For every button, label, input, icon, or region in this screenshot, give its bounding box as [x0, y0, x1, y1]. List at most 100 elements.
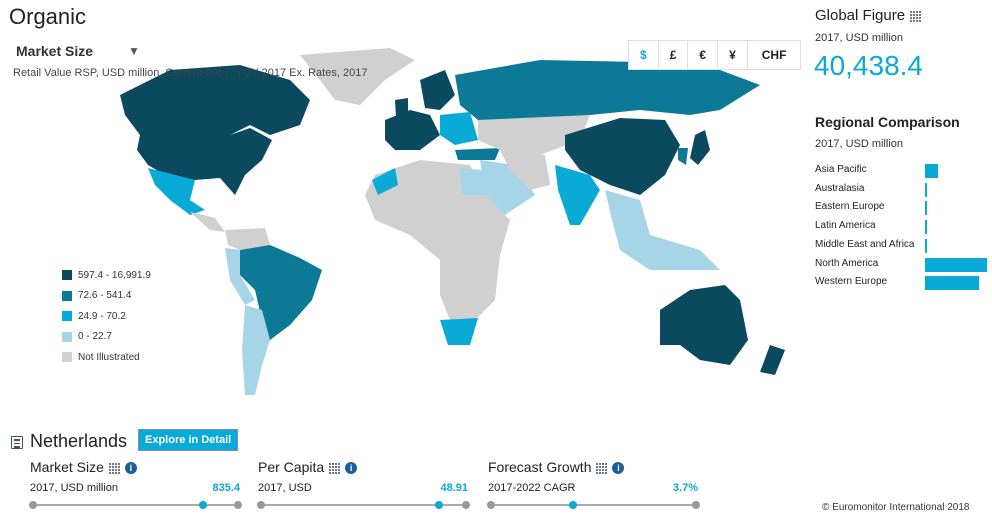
- metric-value: 3.7%: [672, 482, 698, 494]
- metric-unit: 2017-2022 CAGR: [488, 482, 576, 494]
- regional-row[interactable]: Western Europe: [815, 276, 990, 291]
- map-region-india[interactable]: [555, 165, 600, 225]
- map-region-new-zealand[interactable]: [760, 345, 785, 375]
- map-region-morocco[interactable]: [372, 168, 398, 195]
- map-region-central-asia[interactable]: [478, 115, 590, 155]
- map-region-canada[interactable]: [120, 65, 310, 135]
- map-region-iran[interactable]: [500, 150, 550, 190]
- legend-label: 24.9 - 70.2: [78, 310, 126, 322]
- regional-bar[interactable]: [925, 201, 927, 216]
- metric-title: Forecast Growth: [488, 459, 592, 475]
- map-region-australia[interactable]: [660, 285, 748, 365]
- map-region-korea[interactable]: [678, 148, 688, 165]
- map-region-china[interactable]: [565, 118, 680, 195]
- regional-label: Australasia: [815, 182, 865, 194]
- table-grid-icon[interactable]: [596, 461, 609, 474]
- map-region-greenland[interactable]: [300, 48, 415, 105]
- page-title: Organic: [9, 4, 87, 29]
- slider-current-marker: [569, 501, 577, 509]
- info-icon[interactable]: i: [124, 461, 137, 474]
- metric-slider: [257, 501, 470, 509]
- map-region-middle-east[interactable]: [480, 160, 535, 215]
- table-grid-icon[interactable]: [910, 10, 923, 23]
- currency-gbp-button[interactable]: £: [659, 41, 689, 69]
- regional-row[interactable]: North America: [815, 257, 990, 272]
- regional-row[interactable]: Middle East and Africa: [815, 238, 990, 253]
- slider-end-marker: [257, 501, 265, 509]
- currency-eur-button[interactable]: €: [688, 41, 719, 69]
- map-region-mexico[interactable]: [148, 168, 205, 215]
- slider-end-marker: [487, 501, 495, 509]
- legend-label: 0 - 22.7: [78, 331, 112, 343]
- legend-swatch: [62, 311, 72, 322]
- regional-bar[interactable]: [925, 164, 938, 178]
- world-map[interactable]: [0, 40, 800, 420]
- map-region-southern-africa[interactable]: [440, 255, 500, 320]
- slider-end-marker: [692, 501, 700, 509]
- map-region-turkey[interactable]: [455, 148, 500, 160]
- currency-jpy-button[interactable]: ¥: [718, 41, 748, 69]
- regional-label: North America: [815, 257, 879, 269]
- map-region-eastern-europe[interactable]: [440, 112, 478, 145]
- legend-item: 72.6 - 541.4: [62, 286, 151, 307]
- map-region-argentina-chile[interactable]: [242, 305, 270, 395]
- legend-item: 597.4 - 16,991.9: [62, 265, 151, 286]
- regional-comparison-unit: 2017, USD million: [815, 138, 904, 150]
- map-region-peru[interactable]: [225, 248, 255, 305]
- currency-usd-button[interactable]: $: [629, 41, 659, 69]
- regional-bar[interactable]: [925, 182, 927, 197]
- metric-title: Market Size: [30, 459, 104, 475]
- map-region-central-america[interactable]: [190, 212, 225, 232]
- selected-country: Netherlands: [30, 431, 128, 451]
- regional-bar[interactable]: [925, 257, 987, 272]
- regional-label: Asia Pacific: [815, 164, 867, 175]
- regional-bar[interactable]: [925, 276, 979, 291]
- currency-chf-button[interactable]: CHF: [761, 48, 787, 62]
- regional-row[interactable]: Asia Pacific: [815, 164, 990, 178]
- regional-bar[interactable]: [925, 220, 927, 235]
- regional-comparison-title: Regional Comparison: [815, 114, 960, 130]
- map-region-russia[interactable]: [455, 60, 760, 120]
- table-grid-icon[interactable]: [329, 461, 342, 474]
- global-figure-label: Global Figure: [815, 7, 906, 24]
- metric-per-capita: Per Capita i 2017, USD 48.91: [257, 459, 470, 509]
- map-region-south-africa[interactable]: [440, 318, 478, 345]
- copyright: © Euromonitor International 2018: [822, 502, 970, 513]
- legend-label: 597.4 - 16,991.9: [78, 269, 151, 281]
- regional-bar[interactable]: [925, 238, 927, 253]
- regional-row[interactable]: Eastern Europe: [815, 201, 990, 216]
- map-region-usa[interactable]: [137, 128, 272, 195]
- slider-current-marker: [199, 501, 208, 509]
- map-region-uk[interactable]: [395, 98, 408, 118]
- measure-subtitle: Retail Value RSP, USD million, Current 2…: [13, 67, 368, 79]
- regional-row[interactable]: Australasia: [815, 182, 990, 197]
- metric-value: 835.4: [212, 482, 240, 494]
- info-icon[interactable]: i: [612, 461, 625, 474]
- map-region-egypt[interactable]: [460, 168, 485, 195]
- caret-down-icon[interactable]: ▼: [128, 44, 140, 58]
- legend-swatch: [62, 331, 72, 342]
- explore-in-detail-button[interactable]: Explore in Detail: [138, 429, 239, 451]
- metric-unit: 2017, USD million: [30, 482, 119, 494]
- regional-label: Middle East and Africa: [815, 238, 915, 250]
- metric-forecast-growth: Forecast Growth i 2017-2022 CAGR 3.7%: [487, 459, 700, 509]
- table-grid-icon[interactable]: [108, 461, 121, 474]
- map-region-scandinavia[interactable]: [420, 70, 455, 110]
- map-region-brazil[interactable]: [240, 245, 322, 340]
- legend-item: 24.9 - 70.2: [62, 306, 151, 327]
- map-region-colombia-venezuela[interactable]: [225, 228, 270, 250]
- map-region-japan[interactable]: [690, 130, 710, 165]
- map-region-western-europe[interactable]: [385, 110, 440, 150]
- slider-current-marker: [435, 501, 444, 509]
- slider-end-marker: [234, 501, 242, 509]
- currency-selector[interactable]: $ £ € ¥ CHF: [628, 40, 802, 70]
- map-region-southeast-asia[interactable]: [605, 190, 720, 270]
- info-icon[interactable]: i: [345, 461, 358, 474]
- legend-item: Not Illustrated: [62, 347, 151, 368]
- regional-row[interactable]: Latin America: [815, 220, 990, 235]
- legend-swatch: [62, 270, 72, 281]
- metric-slider: [29, 501, 242, 509]
- regional-label: Western Europe: [815, 276, 888, 288]
- measure-select[interactable]: Market Size: [16, 43, 94, 59]
- global-figure-title: Global Figure: [815, 7, 923, 24]
